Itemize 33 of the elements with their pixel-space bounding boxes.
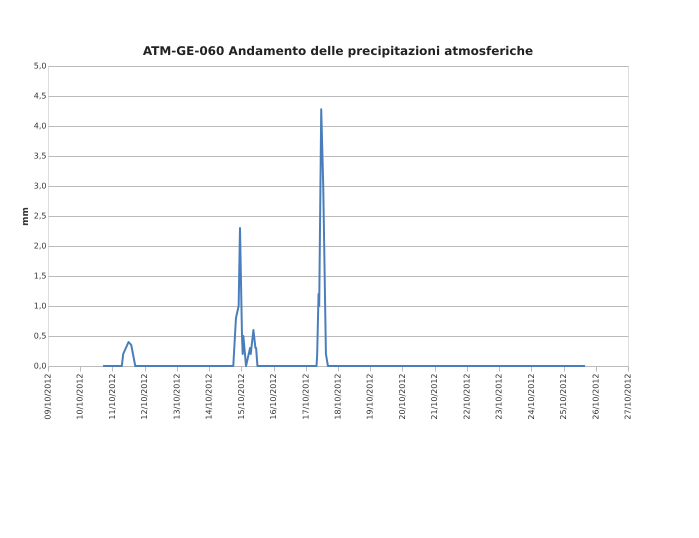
x-tick-label: 09/10/2012 [44, 374, 52, 420]
y-tick-label: 2,0 [34, 242, 46, 250]
x-tick-label: 20/10/2012 [398, 374, 407, 420]
x-tick-label: 15/10/2012 [236, 374, 246, 420]
chart-title: ATM-GE-060 Andamento delle precipitazioni atmosferiche [142, 44, 534, 58]
x-tick-label: 17/10/2012 [301, 374, 310, 420]
x-tick-label: 27/10/2012 [624, 374, 632, 420]
x-tick-label: 16/10/2012 [269, 374, 278, 420]
x-tick-label: 25/10/2012 [559, 374, 568, 420]
y-tick-label: 0,5 [34, 332, 46, 340]
y-tick-label: 0,0 [34, 362, 46, 370]
x-tick-label: 21/10/2012 [430, 374, 440, 420]
x-tick-label: 10/10/2012 [76, 374, 85, 420]
y-tick-label: 3,5 [34, 152, 46, 160]
y-tick-label: 5,0 [34, 62, 46, 70]
x-tick-label: 12/10/2012 [140, 374, 150, 420]
y-axis-title: mm [20, 207, 31, 226]
y-tick-label: 3,0 [34, 182, 46, 190]
y-tick-label: 1,5 [34, 272, 46, 280]
x-tick-label: 13/10/2012 [172, 374, 182, 420]
x-tick-label: 26/10/2012 [591, 374, 600, 420]
x-tick-label: 22/10/2012 [462, 374, 472, 420]
x-tick-label: 18/10/2012 [334, 374, 342, 420]
y-tick-label: 4,0 [34, 122, 46, 130]
x-tick-label: 11/10/2012 [108, 374, 117, 420]
x-tick-label: 19/10/2012 [366, 374, 375, 420]
x-tick-label: 14/10/2012 [204, 374, 214, 420]
line-series [102, 108, 586, 367]
y-tick-label: 2,5 [34, 212, 46, 220]
x-tick-label: 23/10/2012 [494, 374, 504, 420]
y-tick-label: 4,5 [34, 92, 46, 100]
x-tick-label: 24/10/2012 [526, 374, 536, 420]
y-tick-label: 1,0 [34, 302, 46, 310]
